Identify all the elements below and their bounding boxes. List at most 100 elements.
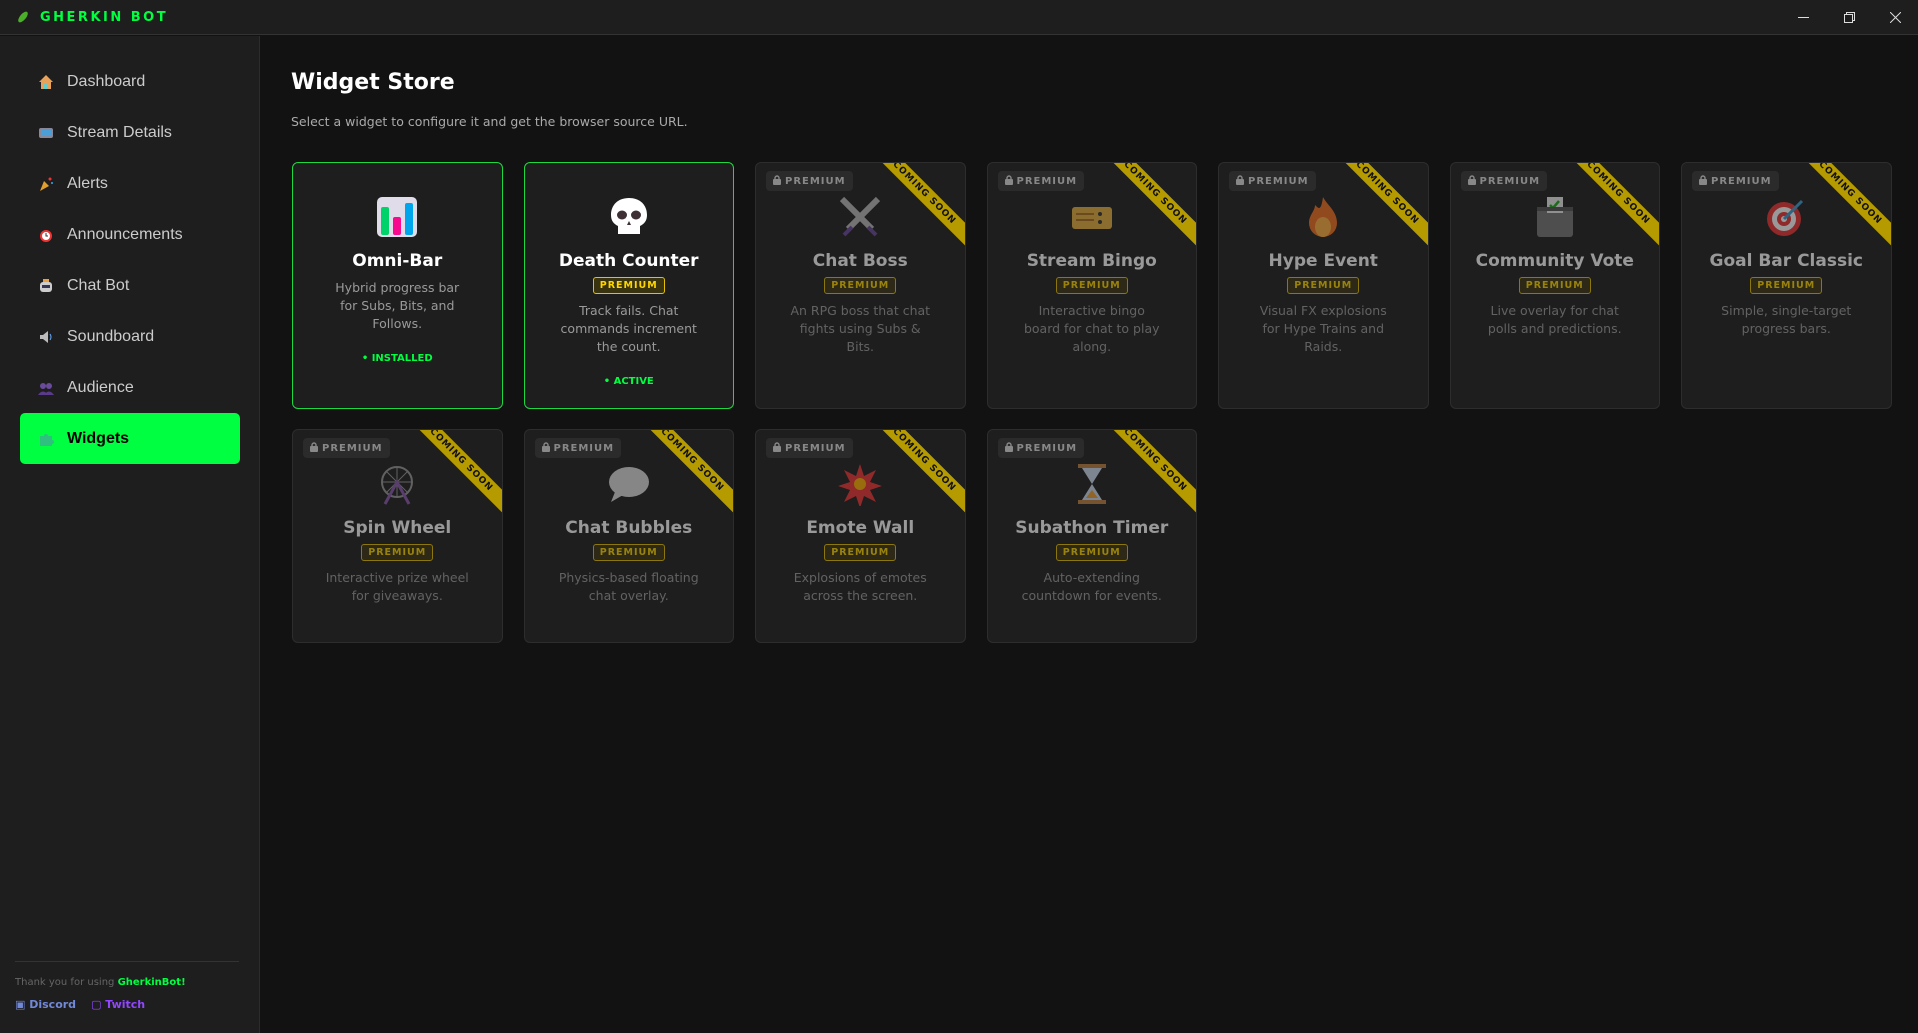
lock-icon [1236,175,1244,185]
twitch-icon: ▢ [91,998,106,1011]
close-button[interactable] [1872,0,1918,35]
lock-premium-label: PREMIUM [1016,443,1078,454]
crossed-swords-icon [840,196,881,237]
widget-title: Omni-Bar [352,251,443,271]
widget-card-omni-bar[interactable]: Omni-Bar Hybrid progress bar for Subs, Bi… [292,162,503,409]
page-subtitle: Select a widget to configure it and get … [291,114,688,129]
premium-badge: PREMIUM [1287,277,1360,294]
widget-card-stream-bingo[interactable]: PREMIUM Stream Bingo PREMIUM Interactive b… [986,162,1197,409]
discord-link[interactable]: ▣ Discord [15,998,76,1011]
explosion-icon [838,464,883,506]
people-icon [38,382,54,395]
widget-card-chat-boss[interactable]: PREMIUM Chat Boss PREMIUM An RPG boss that… [755,162,966,409]
thanks-label: Thank you for using [15,977,118,988]
lock-icon [1467,175,1476,185]
widget-card-subathon-timer[interactable]: PREMIUM Subathon Timer PREMIUM Auto-extend… [986,429,1197,643]
premium-badge: PREMIUM [1750,277,1823,294]
lock-icon [310,442,318,452]
lock-premium-label: PREMIUM [1711,176,1772,187]
sidebar-item-label: Audience [67,378,134,396]
locked-premium-tag: PREMIUM [534,438,622,458]
tv-icon [39,127,53,138]
brand-name: GherkinBot! [117,977,186,988]
discord-icon: ▣ [15,998,30,1011]
sidebar-item-label: Chat Bot [67,276,130,294]
app-title: GHERKIN BOT [40,9,169,25]
bar-chart-icon [377,197,418,237]
close-icon [1889,12,1901,23]
puzzle-icon [40,433,54,446]
sidebar-footer: Thank you for using GherkinBot! ▣ Discor… [15,961,239,1011]
sidebar-item-label: Alerts [67,174,108,192]
locked-premium-tag: PREMIUM [997,438,1085,458]
widget-description: An RPG boss that chat fights using Subs … [790,303,931,354]
locked-premium-tag: PREMIUM [997,171,1085,191]
widget-grid: Omni-Bar Hybrid progress bar for Subs, Bi… [292,162,1892,643]
widget-status: • INSTALLED [361,353,433,364]
locked-premium-tag: PREMIUM [766,171,853,191]
widget-title: Chat Bubbles [565,518,693,538]
sidebar-item-label: Soundboard [67,327,155,345]
lock-premium-label: PREMIUM [785,176,846,187]
sidebar-item-chat-bot[interactable]: Chat Bot [20,260,240,311]
widget-card-community-vote[interactable]: PREMIUM Community Vote PREMIUM Live overla… [1449,162,1660,409]
premium-badge: PREMIUM [1055,277,1128,294]
premium-badge: PREMIUM [824,277,897,294]
widget-card-spin-wheel[interactable]: PREMIUM Spin Wheel PREMIUM Interactive pri… [292,429,503,643]
lock-premium-label: PREMIUM [785,443,846,454]
widget-title: Stream Bingo [1026,251,1157,271]
widget-card-emote-wall[interactable]: PREMIUM Emote Wall PREMIUM Explosions of e… [755,429,966,643]
restore-button[interactable] [1826,0,1872,35]
widget-description: Physics-based floating chat overlay. [558,570,699,603]
premium-badge: PREMIUM [592,544,665,561]
sidebar-item-alerts[interactable]: Alerts [20,158,240,209]
thanks-text: Thank you for using GherkinBot! [15,977,239,988]
speaker-icon [40,330,52,343]
app-logo: GHERKIN BOT [16,10,168,25]
sidebar-item-widgets[interactable]: Widgets [20,413,240,464]
discord-label: Discord [29,998,77,1011]
robot-icon [40,278,52,292]
sidebar-item-label: Announcements [67,225,183,243]
sidebar-item-announcements[interactable]: Announcements [20,209,240,260]
premium-badge: PREMIUM [592,277,665,294]
page-title: Widget Store [291,70,455,95]
sidebar: Dashboard Stream Details Alerts Announcemen… [0,36,260,1033]
widget-title: Subathon Timer [1015,518,1169,538]
locked-premium-tag: PREMIUM [1460,171,1548,191]
locked-premium-tag: PREMIUM [766,438,853,458]
sidebar-item-soundboard[interactable]: Soundboard [20,311,240,362]
title-bar: GHERKIN BOT [0,0,1918,35]
lock-icon [773,442,781,452]
sidebar-item-label: Stream Details [67,123,172,141]
sidebar-item-dashboard[interactable]: Dashboard [20,56,240,107]
lock-icon [1004,442,1013,452]
widget-title: Spin Wheel [343,518,452,538]
lock-premium-label: PREMIUM [1248,176,1309,187]
widget-description: Interactive prize wheel for giveaways. [325,570,469,603]
ferris-wheel-icon [381,466,414,505]
sidebar-item-label: Widgets [67,429,130,447]
widget-title: Community Vote [1475,251,1634,271]
minimize-button[interactable] [1780,0,1826,35]
widget-description: Auto-extending countdown for events. [1021,570,1162,603]
widget-card-chat-bubbles[interactable]: PREMIUM Chat Bubbles PREMIUM Physics-based… [523,429,734,643]
widget-card-death-counter[interactable]: Death Counter PREMIUM Track fails. Chat co… [523,162,734,409]
speech-bubble-icon [608,467,649,502]
widget-title: Chat Boss [812,251,908,271]
widget-card-hype-event[interactable]: PREMIUM Hype Event PREMIUM Visual FX explo… [1218,162,1429,409]
house-icon [39,74,53,89]
sidebar-item-stream-details[interactable]: Stream Details [20,107,240,158]
twitch-link[interactable]: ▢ Twitch [91,998,145,1011]
lock-premium-label: PREMIUM [1016,176,1078,187]
ballot-box-icon [1536,197,1573,237]
widget-description: Explosions of emotes across the screen. [793,570,927,603]
widget-description: Hybrid progress bar for Subs, Bits, and … [335,280,460,331]
sidebar-item-audience[interactable]: Audience [20,362,240,413]
skull-icon [610,198,647,234]
widget-card-goal-bar-classic[interactable]: PREMIUM Goal Bar Classic PREMIUM Simple, s… [1681,162,1892,409]
alarm-clock-icon [40,229,52,242]
minimize-icon [1797,17,1809,18]
sidebar-nav: Dashboard Stream Details Alerts Announcemen… [20,56,240,464]
lock-icon [1699,175,1707,185]
